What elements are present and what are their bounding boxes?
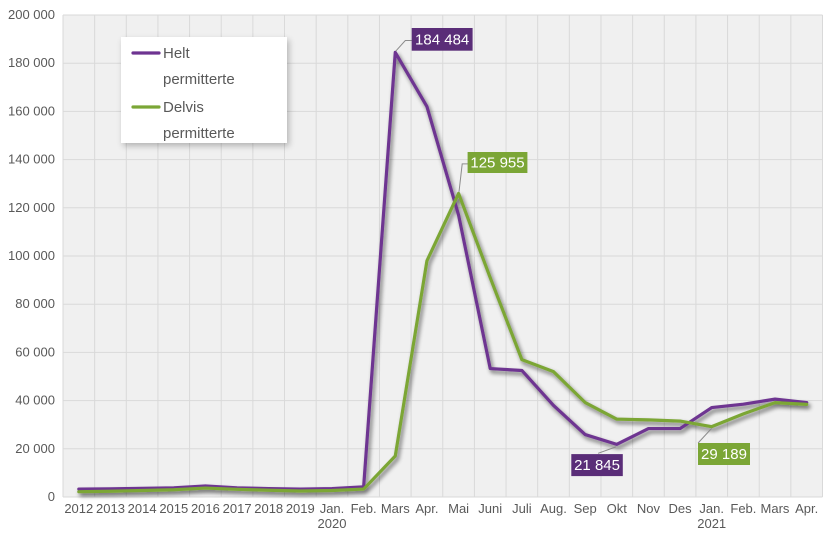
svg-text:Des: Des xyxy=(669,501,693,516)
svg-text:60 000: 60 000 xyxy=(15,344,55,359)
svg-text:80 000: 80 000 xyxy=(15,296,55,311)
svg-text:Mai: Mai xyxy=(448,501,469,516)
svg-text:permitterte: permitterte xyxy=(163,125,235,142)
svg-text:2013: 2013 xyxy=(96,501,125,516)
svg-text:125 955: 125 955 xyxy=(470,154,524,171)
svg-text:140 000: 140 000 xyxy=(8,152,55,167)
svg-text:Feb.: Feb. xyxy=(730,501,756,516)
svg-text:2019: 2019 xyxy=(286,501,315,516)
svg-text:0: 0 xyxy=(48,489,55,504)
svg-text:Nov: Nov xyxy=(637,501,661,516)
svg-text:Mars: Mars xyxy=(761,501,790,516)
svg-text:Aug.: Aug. xyxy=(540,501,567,516)
svg-text:Feb.: Feb. xyxy=(351,501,377,516)
svg-text:2017: 2017 xyxy=(223,501,252,516)
svg-text:29 189: 29 189 xyxy=(701,446,747,463)
svg-text:2012: 2012 xyxy=(64,501,93,516)
svg-text:2015: 2015 xyxy=(159,501,188,516)
svg-text:Jan.: Jan. xyxy=(699,501,724,516)
svg-text:2021: 2021 xyxy=(697,516,726,531)
svg-text:Delvis: Delvis xyxy=(163,99,204,116)
svg-text:2020: 2020 xyxy=(318,516,347,531)
svg-text:120 000: 120 000 xyxy=(8,200,55,215)
svg-text:Apr.: Apr. xyxy=(415,501,438,516)
svg-text:Juni: Juni xyxy=(478,501,502,516)
svg-text:184 484: 184 484 xyxy=(415,32,469,49)
svg-text:Juli: Juli xyxy=(512,501,532,516)
svg-text:2018: 2018 xyxy=(254,501,283,516)
svg-text:20 000: 20 000 xyxy=(15,441,55,456)
svg-text:Sep: Sep xyxy=(574,501,597,516)
svg-text:2014: 2014 xyxy=(128,501,157,516)
svg-text:Helt: Helt xyxy=(163,45,191,62)
svg-text:Apr.: Apr. xyxy=(795,501,818,516)
svg-text:2016: 2016 xyxy=(191,501,220,516)
svg-text:180 000: 180 000 xyxy=(8,55,55,70)
svg-text:40 000: 40 000 xyxy=(15,393,55,408)
svg-text:21 845: 21 845 xyxy=(574,457,620,474)
svg-text:160 000: 160 000 xyxy=(8,103,55,118)
svg-text:permitterte: permitterte xyxy=(163,71,235,88)
svg-text:Okt: Okt xyxy=(607,501,628,516)
svg-text:Mars: Mars xyxy=(381,501,410,516)
svg-text:100 000: 100 000 xyxy=(8,248,55,263)
svg-text:Jan.: Jan. xyxy=(320,501,345,516)
svg-text:200 000: 200 000 xyxy=(8,7,55,22)
